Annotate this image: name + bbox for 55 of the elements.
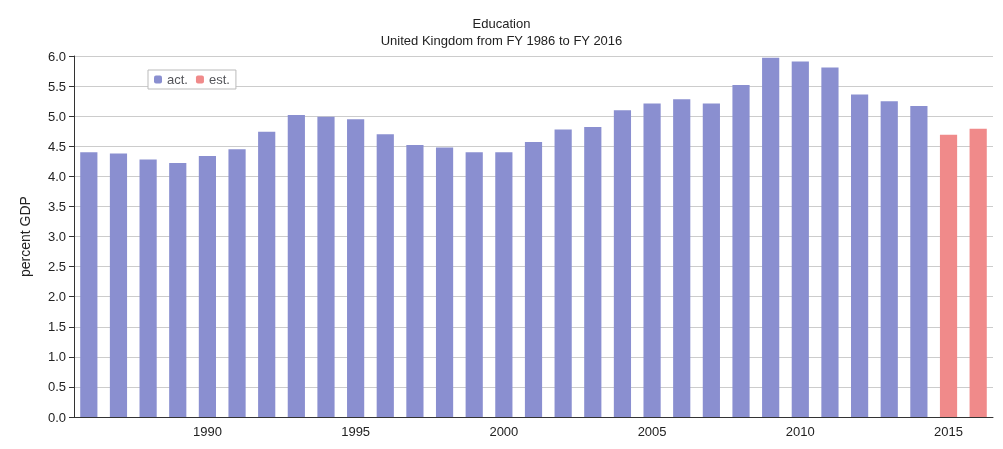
x-tick-label: 2000 [489, 424, 519, 439]
bar [851, 94, 869, 417]
bar [80, 152, 98, 417]
y-tick-label: 1.5 [47, 319, 66, 335]
bar [524, 142, 543, 417]
bar [702, 103, 720, 417]
y-tick-label: 5.0 [47, 108, 66, 124]
legend-label: act. [167, 72, 188, 87]
bar [406, 145, 424, 417]
bar [969, 128, 987, 417]
bar [732, 84, 750, 417]
bar [376, 134, 394, 417]
x-tick-label: 1995 [341, 424, 371, 439]
bar [821, 67, 839, 417]
x-tick-label: 2010 [785, 424, 815, 439]
chart-subtitle: United Kingdom from FY 1986 to FY 2016 [380, 33, 623, 48]
bar [198, 155, 216, 417]
y-axis-title: percent GDP [17, 196, 33, 277]
y-tick-label: 6.0 [47, 48, 66, 64]
bar [643, 103, 661, 417]
y-tick-label: 5.5 [47, 78, 66, 94]
bar [554, 129, 572, 417]
y-tick-label: 1.0 [47, 349, 66, 365]
bar [347, 119, 365, 417]
bar [258, 131, 276, 417]
y-tick-label: 3.0 [47, 229, 66, 244]
bar [169, 163, 187, 417]
y-tick-label: 2.0 [47, 289, 66, 305]
bar [287, 114, 305, 417]
chart-title: Education [472, 16, 531, 31]
bar [939, 134, 958, 417]
bar [584, 127, 602, 417]
bar [317, 116, 335, 417]
bar [910, 105, 928, 417]
x-tick-label: 2005 [637, 424, 667, 439]
y-tick-label: 4.0 [47, 168, 66, 184]
bar [673, 99, 691, 417]
x-tick-label: 1990 [192, 424, 222, 439]
bar [435, 147, 454, 417]
y-tick-label: 3.5 [47, 198, 66, 214]
y-tick-label: 0.0 [47, 409, 66, 425]
bar [613, 110, 632, 417]
bar [762, 57, 780, 417]
bar [495, 152, 513, 417]
bar [139, 159, 157, 417]
y-tick-label: 2.5 [47, 259, 66, 275]
x-tick-label: 2015 [934, 424, 963, 439]
bar [109, 153, 128, 417]
bar [465, 152, 483, 417]
bar [791, 61, 809, 417]
y-tick-label: 4.5 [47, 138, 66, 154]
y-tick-label: 0.5 [47, 379, 66, 395]
bar [880, 101, 898, 417]
legend-label: est. [208, 72, 230, 87]
bar [228, 149, 246, 417]
